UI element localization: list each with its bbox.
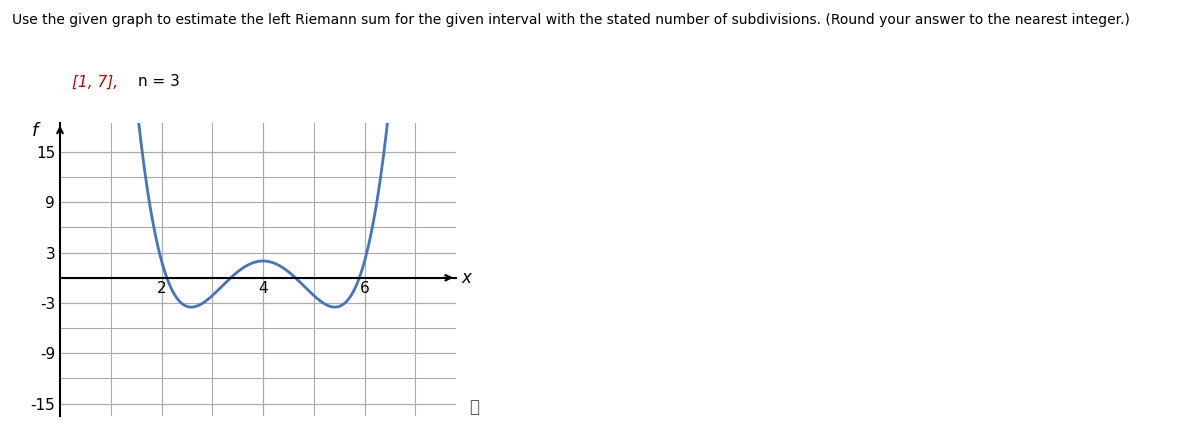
Text: f: f [31,122,38,140]
Text: ⓘ: ⓘ [469,398,479,417]
Text: Use the given graph to estimate the left Riemann sum for the given interval with: Use the given graph to estimate the left… [12,13,1130,27]
Text: [1, 7],: [1, 7], [72,74,118,89]
Text: x: x [461,269,470,287]
Text: n = 3: n = 3 [138,74,180,89]
